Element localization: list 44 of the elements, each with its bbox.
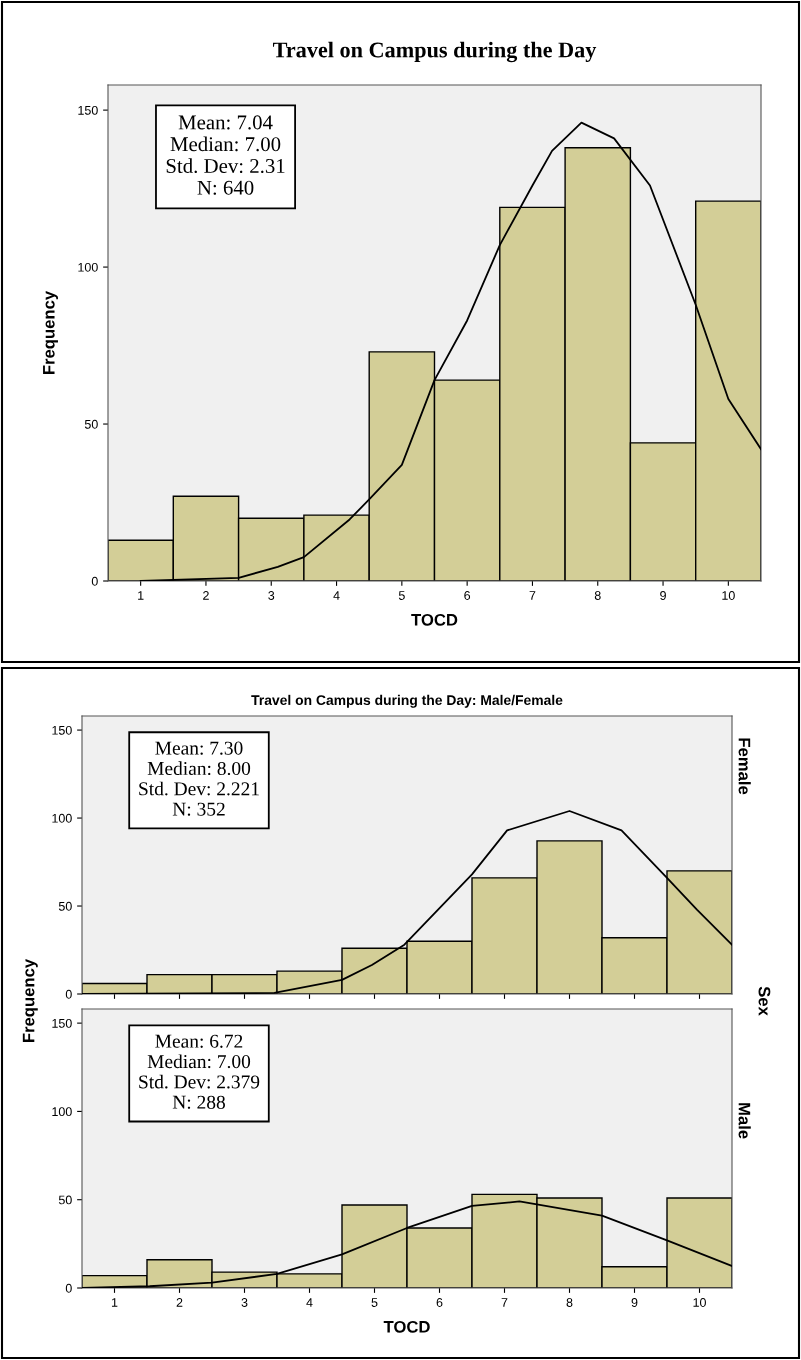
x-tick-label: 4 xyxy=(333,591,340,600)
y-tick-label: 150 xyxy=(78,105,98,115)
x-tick-label: 6 xyxy=(464,591,471,600)
annotation: Mean: 7.04 Median: 7.00 Std. Dev: 2.31 N: 640 xyxy=(166,115,285,195)
x-tick-label: 10 xyxy=(693,1298,706,1307)
annotation: Mean: 7.30 Median: 8.00 Std. Dev: 2.221 N: 352 xyxy=(139,741,259,816)
x-tick-label: 7 xyxy=(529,591,536,600)
text: Sex xyxy=(758,986,771,1016)
y-tick-label: 0 xyxy=(65,1283,72,1293)
y-tick-label: 100 xyxy=(78,262,98,272)
x-axis-title: TOCD xyxy=(383,1320,430,1333)
y-axis-title: Frequency xyxy=(22,958,38,1043)
y-tick-label: 0 xyxy=(91,576,98,586)
x-tick-label: 9 xyxy=(660,591,666,600)
x-tick-label: 3 xyxy=(268,591,275,600)
x-tick-label: 1 xyxy=(138,591,144,600)
x-tick-label: 2 xyxy=(176,1298,183,1307)
y-tick-label: 150 xyxy=(52,725,72,735)
annotation: Mean: 6.72 Median: 7.00 Std. Dev: 2.379 N: 288 xyxy=(139,1034,260,1109)
y-tick-label: 100 xyxy=(52,813,72,823)
x-tick-label: 5 xyxy=(398,591,405,600)
y-tick-label: 0 xyxy=(65,989,72,999)
x-tick-label: 9 xyxy=(631,1298,638,1307)
y-tick-label: 150 xyxy=(52,1018,72,1028)
x-tick-label: 6 xyxy=(436,1298,443,1307)
x-tick-label: 1 xyxy=(111,1298,118,1307)
x-tick-label: 2 xyxy=(203,591,209,600)
x-tick-label: 4 xyxy=(306,1298,313,1307)
x-tick-label: 8 xyxy=(566,1298,573,1307)
x-tick-label: 8 xyxy=(594,591,601,600)
y-tick-label: 50 xyxy=(84,419,98,429)
x-axis-title: TOCD xyxy=(411,613,458,626)
y-tick-label: 50 xyxy=(58,1195,72,1205)
chart-title: Travel on Campus during the Day xyxy=(272,41,597,63)
text: Male xyxy=(738,1103,751,1139)
y-tick-label: 50 xyxy=(58,901,72,911)
y-tick-label: 100 xyxy=(52,1107,72,1117)
text: Female xyxy=(738,738,751,795)
x-tick-label: 5 xyxy=(371,1298,378,1307)
x-tick-label: 10 xyxy=(722,591,735,600)
x-tick-label: 3 xyxy=(241,1298,248,1307)
x-tick-label: 7 xyxy=(501,1298,508,1307)
y-axis-title: Frequency xyxy=(43,290,58,375)
chart-title: Travel on Campus during the Day: Male/Female xyxy=(251,694,563,708)
